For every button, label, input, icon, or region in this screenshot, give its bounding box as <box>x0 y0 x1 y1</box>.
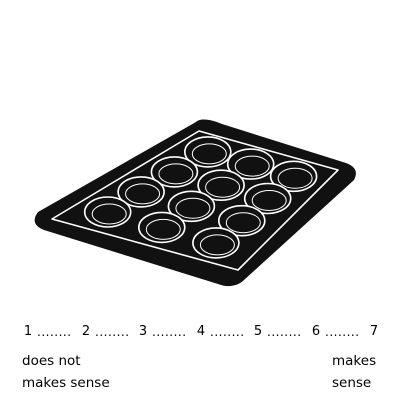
pan-rim <box>51 130 339 271</box>
muffin-cup <box>269 160 318 193</box>
muffin-cup <box>243 182 292 215</box>
scale-point-1[interactable]: 1 <box>23 324 33 339</box>
scale-separator: ........ <box>152 325 187 339</box>
scale-point-7[interactable]: 7 <box>369 324 379 339</box>
muffin-cup <box>117 176 165 208</box>
scale-point-2[interactable]: 2 <box>81 324 91 339</box>
scale-anchor-low: does not makes sense <box>22 350 132 394</box>
muffin-cup <box>197 169 245 201</box>
muffin-cup <box>150 156 199 188</box>
scale-point-3[interactable]: 3 <box>138 324 148 339</box>
muffin-cup <box>138 211 186 244</box>
scale-point-4[interactable]: 4 <box>196 324 206 339</box>
scale-anchor-high: makes sense <box>332 350 392 394</box>
muffin-cup <box>192 227 240 259</box>
scale-point-6[interactable]: 6 <box>311 324 321 339</box>
muffin-cup <box>184 136 232 168</box>
scale-separator: ........ <box>325 325 360 339</box>
muffin-cup <box>83 196 132 228</box>
scale-anchor-high-line-2: sense <box>332 375 372 391</box>
scale-anchor-high-line-1: makes <box>332 353 377 369</box>
muffin-pan-icon <box>34 119 356 287</box>
scale-separator: ........ <box>267 325 302 339</box>
scale-separator: ........ <box>210 325 245 339</box>
scale-point-5[interactable]: 5 <box>253 324 263 339</box>
muffin-cup <box>226 148 275 180</box>
scale-anchor-low-line-2: makes sense <box>22 375 110 391</box>
rating-scale: 1........ 2........ 3........ 4........ 5...… <box>0 322 400 346</box>
scale-separator: ........ <box>95 325 130 339</box>
scale-anchor-low-line-1: does not <box>22 353 81 369</box>
muffin-cup <box>167 190 216 223</box>
muffin-cup <box>218 204 266 237</box>
scale-separator: ........ <box>37 325 72 339</box>
